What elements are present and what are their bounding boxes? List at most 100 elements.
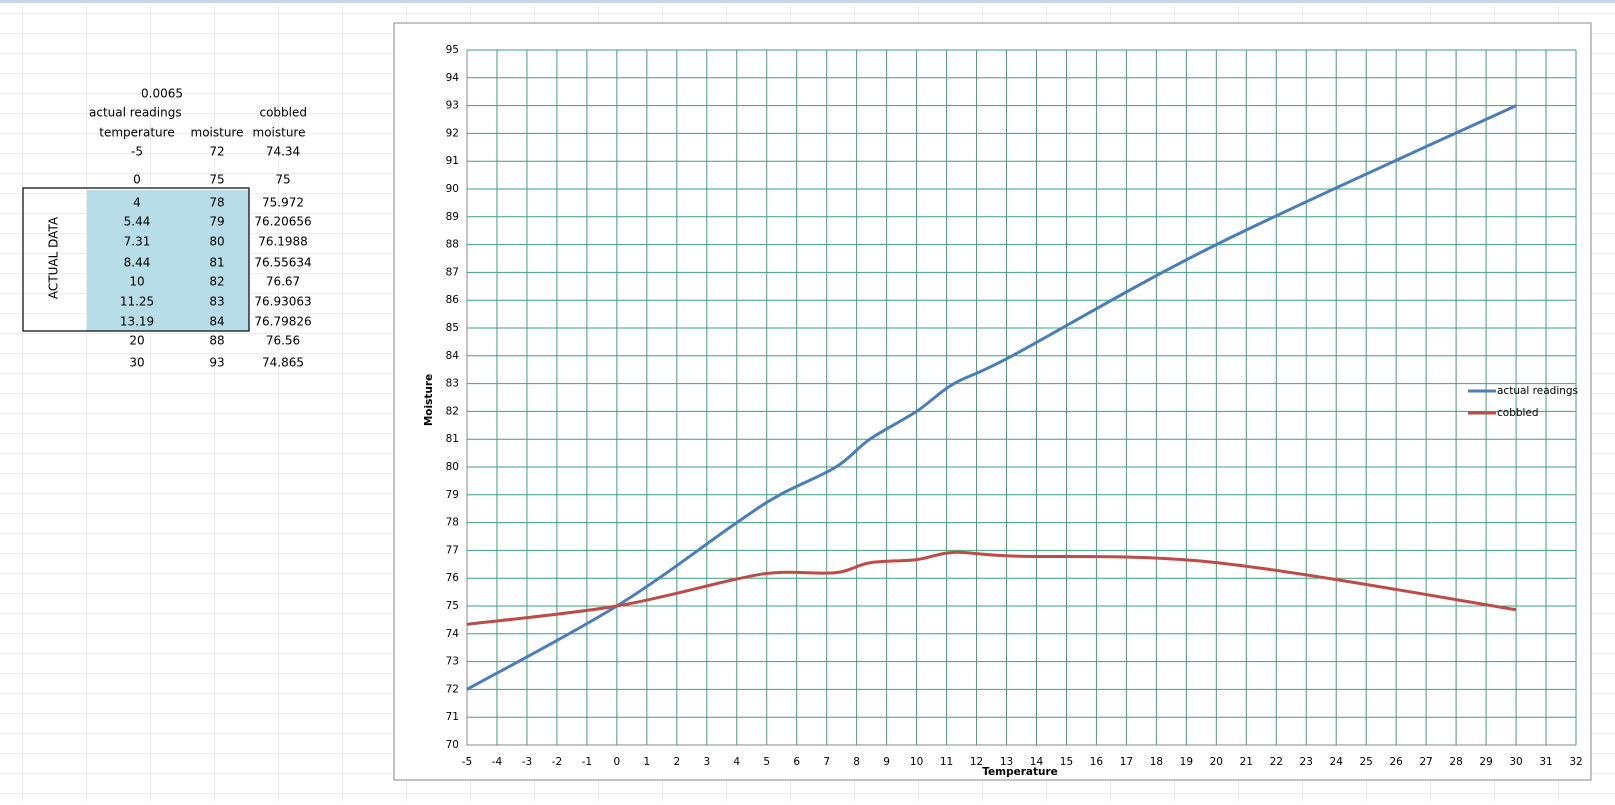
cell: 13.19 — [120, 315, 154, 329]
y-tick-label: 88 — [446, 239, 459, 251]
x-tick-label: 32 — [1569, 756, 1582, 768]
x-tick-label: 18 — [1150, 756, 1163, 768]
cell: 30 — [129, 356, 144, 370]
cell: 79 — [209, 215, 224, 229]
legend-label: actual readings — [1497, 385, 1578, 397]
x-tick-label: -4 — [492, 756, 503, 768]
y-tick-label: 87 — [446, 266, 459, 278]
y-tick-label: 85 — [446, 322, 459, 334]
cell: 82 — [209, 275, 224, 289]
y-tick-label: 80 — [446, 461, 459, 473]
cell: 11.25 — [120, 295, 154, 309]
cell: 84 — [209, 315, 224, 329]
x-tick-label: 12 — [970, 756, 983, 768]
x-tick-label: 15 — [1060, 756, 1073, 768]
cell: 76.93063 — [254, 295, 311, 309]
cell: 76.56 — [266, 334, 300, 348]
cell: 93 — [209, 356, 224, 370]
x-tick-label: 20 — [1210, 756, 1223, 768]
group-label: cobbled — [259, 106, 307, 120]
cell: 10 — [129, 275, 144, 289]
top-bar — [0, 0, 1615, 3]
column-header: temperature — [99, 126, 174, 140]
x-tick-label: -5 — [462, 756, 472, 768]
x-tick-label: 29 — [1479, 756, 1492, 768]
x-tick-label: 27 — [1419, 756, 1432, 768]
y-tick-label: 84 — [446, 350, 460, 362]
cell: 8.44 — [124, 256, 151, 270]
x-tick-label: 13 — [1000, 756, 1013, 768]
y-tick-label: 79 — [446, 489, 459, 501]
y-tick-label: 82 — [446, 405, 459, 417]
x-tick-label: 30 — [1509, 756, 1522, 768]
y-tick-label: 92 — [446, 127, 459, 139]
series-line — [466, 104, 1517, 691]
x-tick-label: 19 — [1180, 756, 1193, 768]
x-tick-label: 1 — [643, 756, 650, 768]
x-tick-label: 0 — [614, 756, 621, 768]
x-tick-label: 24 — [1330, 756, 1344, 768]
x-tick-label: 22 — [1270, 756, 1283, 768]
x-tick-label: 17 — [1120, 756, 1133, 768]
x-tick-label: 14 — [1030, 756, 1044, 768]
x-tick-label: 21 — [1240, 756, 1253, 768]
y-tick-label: 90 — [446, 183, 459, 195]
x-tick-label: 28 — [1449, 756, 1462, 768]
y-tick-label: 89 — [446, 211, 459, 223]
cell: 20 — [129, 334, 144, 348]
x-tick-label: 7 — [823, 756, 830, 768]
side-label: ACTUAL DATA — [47, 216, 61, 299]
y-tick-label: 72 — [446, 683, 459, 695]
cell: 88 — [209, 334, 224, 348]
legend-label: cobbled — [1497, 407, 1539, 419]
x-tick-label: 8 — [853, 756, 860, 768]
y-tick-label: 78 — [446, 517, 459, 529]
y-tick-label: 91 — [446, 155, 459, 167]
x-tick-label: 6 — [793, 756, 800, 768]
cell: 76.55634 — [254, 256, 311, 270]
x-tick-label: -1 — [582, 756, 592, 768]
y-tick-label: 70 — [446, 739, 459, 751]
cell: 75 — [275, 173, 290, 187]
cell: 7.31 — [124, 235, 151, 249]
chart: 7071727374757677787980818283848586878889… — [423, 44, 1583, 778]
y-tick-label: 74 — [446, 628, 460, 640]
x-tick-label: 31 — [1539, 756, 1552, 768]
y-tick-label: 83 — [446, 378, 459, 390]
y-tick-label: 76 — [446, 572, 460, 584]
column-header: moisture — [253, 126, 306, 140]
cell: 76.20656 — [254, 215, 311, 229]
y-tick-label: 95 — [446, 44, 459, 56]
highlight — [87, 190, 249, 331]
cell: 76.67 — [266, 275, 300, 289]
cell: 81 — [209, 256, 224, 270]
x-tick-label: 3 — [703, 756, 710, 768]
cell: 74.34 — [266, 145, 300, 159]
y-tick-label: 93 — [446, 100, 459, 112]
x-tick-label: 26 — [1389, 756, 1403, 768]
x-tick-label: 16 — [1090, 756, 1104, 768]
constant: 0.0065 — [141, 87, 183, 101]
y-tick-label: 75 — [446, 600, 459, 612]
y-axis-title: Moisture — [423, 374, 435, 426]
cell: 78 — [209, 196, 224, 210]
y-tick-label: 81 — [446, 433, 459, 445]
cell: 76.1988 — [258, 235, 308, 249]
x-tick-label: -3 — [522, 756, 532, 768]
cell: -5 — [131, 145, 143, 159]
series-line — [466, 550, 1517, 626]
y-tick-label: 77 — [446, 544, 459, 556]
x-tick-label: 4 — [733, 756, 740, 768]
x-tick-label: 23 — [1300, 756, 1313, 768]
cell: 83 — [209, 295, 224, 309]
y-tick-label: 94 — [446, 72, 460, 84]
cell: 75 — [209, 173, 224, 187]
cell: 75.972 — [262, 196, 304, 210]
x-tick-label: 5 — [763, 756, 770, 768]
cell: 76.79826 — [254, 315, 311, 329]
chart-area — [393, 22, 1592, 781]
x-tick-label: 2 — [673, 756, 680, 768]
cell: 72 — [209, 145, 224, 159]
